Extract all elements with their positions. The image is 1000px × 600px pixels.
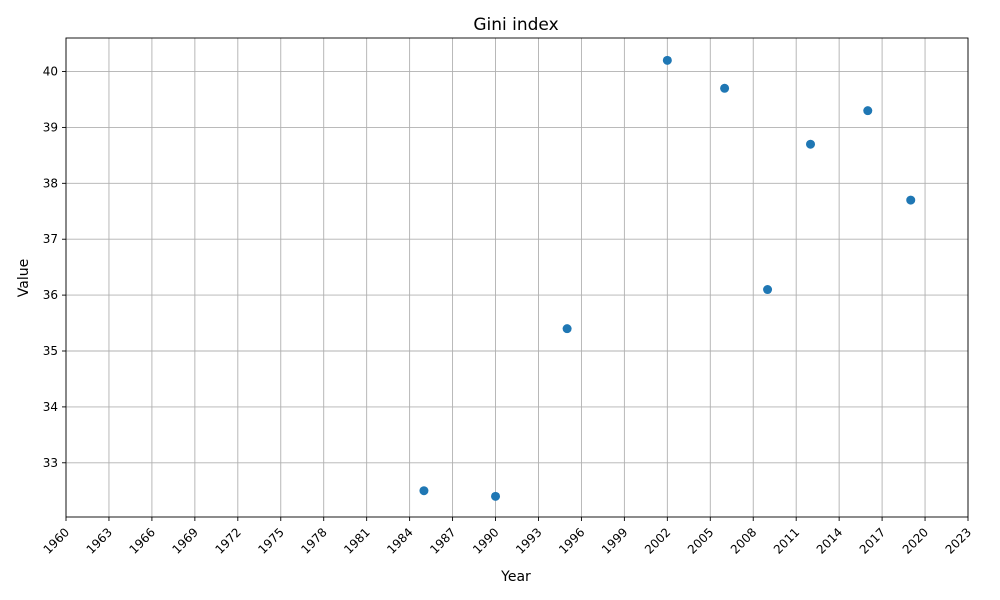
y-tick-label: 38 [43, 176, 58, 190]
x-axis-label: Year [500, 569, 531, 585]
x-tick-label: 2014 [814, 525, 845, 556]
x-tick-label: 1978 [298, 525, 329, 556]
y-tick-label: 39 [43, 120, 58, 134]
x-tick-label: 1963 [84, 525, 115, 556]
chart-title: Gini index [473, 15, 558, 35]
y-tick-label: 40 [43, 65, 58, 79]
y-tick-label: 33 [43, 456, 58, 470]
y-axis-label: Value [16, 259, 32, 297]
y-tick-label: 34 [43, 400, 58, 414]
y-tick-label: 35 [43, 344, 58, 358]
tick-layer: 1960 1963 1966 1969 1972 1975 1978 1981 1984 1987… [41, 65, 974, 557]
x-tick-label: 1972 [212, 525, 243, 556]
x-tick-label: 1975 [255, 525, 286, 556]
x-tick-label: 2011 [771, 525, 802, 556]
x-tick-label: 1966 [127, 525, 158, 556]
plot-frame [65, 37, 969, 518]
data-point [491, 491, 501, 501]
data-point [562, 324, 572, 334]
data-point [720, 83, 730, 93]
data-point [806, 139, 816, 149]
data-point [906, 195, 916, 205]
x-tick-label: 1969 [169, 525, 200, 556]
data-point [662, 55, 672, 65]
grid-layer [65, 38, 969, 517]
x-tick-label: 1990 [470, 525, 501, 556]
x-tick-label: 1960 [41, 525, 72, 556]
y-tick-label: 37 [43, 232, 58, 246]
x-tick-label: 2005 [685, 525, 716, 556]
data-point [763, 285, 773, 295]
x-tick-label: 1984 [384, 525, 415, 556]
x-tick-label: 1996 [556, 525, 587, 556]
data-point [863, 106, 873, 116]
data-point [419, 486, 429, 496]
x-tick-label: 1993 [513, 525, 544, 556]
y-tick-label: 36 [43, 288, 58, 302]
x-tick-label: 2023 [943, 525, 974, 556]
x-tick-label: 2020 [900, 525, 931, 556]
x-tick-label: 2017 [857, 525, 888, 556]
x-tick-label: 1981 [341, 525, 372, 556]
x-tick-label: 1999 [599, 525, 630, 556]
x-tick-label: 2002 [642, 525, 673, 556]
data-points [419, 55, 916, 501]
x-tick-label: 2008 [728, 525, 759, 556]
x-tick-label: 1987 [427, 525, 458, 556]
